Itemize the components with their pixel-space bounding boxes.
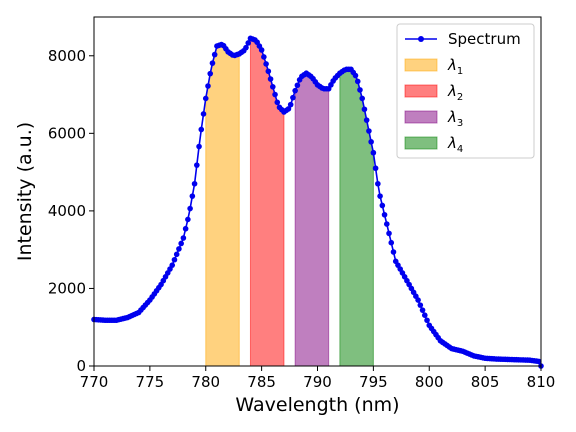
spectrum-point — [285, 106, 292, 112]
spectrum-point — [361, 106, 368, 113]
x-tick-label: 775 — [136, 373, 165, 391]
y-axis-label: Intensity (a.u.) — [14, 122, 36, 261]
spectrum-point — [265, 68, 272, 75]
spectrum-point — [388, 239, 395, 246]
spectrum-point — [370, 149, 377, 156]
spectrum-point — [178, 240, 184, 247]
x-axis: 770 775 780 785 790 795 800 805 810 — [80, 366, 556, 391]
spectrum-point — [243, 44, 249, 51]
spectrum-point — [182, 225, 189, 232]
spectrum-point — [200, 111, 207, 117]
band-4 — [339, 68, 374, 367]
spectrum-point — [272, 91, 278, 98]
spectrum-point — [417, 302, 424, 308]
x-tick-label: 780 — [191, 373, 220, 391]
y-tick-label: 0 — [76, 357, 86, 375]
spectrum-point — [372, 165, 379, 172]
spectrum-point — [368, 139, 374, 145]
spectrum-point — [375, 180, 381, 187]
spectrum-point — [194, 162, 200, 168]
band-2 — [249, 37, 285, 367]
spectrum-point — [258, 47, 265, 53]
spectrum-point — [198, 126, 205, 133]
legend-spectrum-marker — [418, 36, 424, 42]
spectrum-point — [290, 94, 296, 101]
y-tick-label: 4000 — [48, 202, 86, 220]
x-tick-label: 770 — [80, 373, 109, 391]
spectrum-point — [377, 193, 383, 199]
spectrum-point — [415, 297, 421, 303]
spectrum-point — [211, 51, 218, 58]
legend-spectrum-label: Spectrum — [448, 30, 521, 48]
spectrum-point — [287, 101, 294, 108]
spectrum-point — [196, 143, 202, 150]
spectrum-point — [169, 262, 176, 268]
spectrum-point — [419, 307, 426, 313]
y-axis: 0 2000 4000 6000 8000 — [48, 47, 94, 375]
spectrum-point — [354, 78, 361, 85]
legend: Spectrum λ1 λ2 λ3 λ4 — [396, 23, 535, 159]
spectrum-point — [261, 54, 267, 60]
legend-band-swatch — [404, 58, 438, 72]
spectrum-point — [292, 87, 298, 94]
legend-band-swatch — [404, 110, 438, 124]
bands-layer — [205, 37, 374, 367]
spectrum-point — [209, 60, 216, 66]
x-tick-label: 805 — [471, 373, 500, 391]
spectrum-point — [381, 211, 388, 218]
band-3 — [294, 72, 330, 367]
x-axis-label: Wavelength (nm) — [235, 394, 399, 416]
spectrum-point — [386, 230, 392, 237]
x-tick-label: 790 — [303, 373, 332, 391]
spectrum-point — [379, 202, 386, 209]
spectrum-point — [535, 358, 542, 365]
y-tick-label: 8000 — [48, 47, 86, 65]
spectrum-point — [185, 216, 191, 223]
spectrum-point — [205, 83, 211, 89]
band-1 — [205, 43, 240, 367]
spectrum-point — [357, 87, 363, 93]
spectrum-point — [267, 76, 274, 82]
x-tick-label: 785 — [247, 373, 276, 391]
spectrum-point — [191, 180, 198, 187]
spectrum-point — [270, 84, 276, 90]
spectrum-point — [173, 251, 180, 258]
spectrum-point — [207, 70, 214, 77]
x-tick-label: 795 — [359, 373, 388, 391]
spectrum-point — [189, 193, 196, 199]
spectrum-point — [263, 61, 269, 67]
x-tick-label: 800 — [415, 373, 444, 391]
spectrum-point — [390, 249, 397, 255]
spectrum-point — [180, 235, 187, 241]
spectrum-point — [359, 95, 366, 102]
spectrum-point — [363, 117, 370, 123]
y-tick-label: 2000 — [48, 279, 86, 297]
spectrum-point — [383, 221, 390, 227]
x-tick-label: 810 — [527, 373, 556, 391]
spectrum-point — [187, 205, 193, 212]
legend-band-label: λ3 — [447, 108, 463, 129]
spectrum-point — [202, 95, 209, 102]
spectrum-point — [366, 128, 372, 134]
spectrum-point — [421, 312, 428, 319]
legend-band-label: λ4 — [447, 134, 463, 155]
spectrum-point — [352, 72, 359, 79]
spectrum-point — [171, 256, 178, 263]
legend-band-label: λ1 — [447, 56, 463, 77]
spectrum-point — [245, 40, 252, 46]
series-layer — [91, 35, 544, 369]
spectrum-point — [424, 317, 430, 324]
legend-band-swatch — [404, 136, 438, 150]
spectrum-point — [294, 82, 301, 89]
spectrum-point — [274, 99, 281, 106]
legend-band-swatch — [404, 84, 438, 98]
y-tick-label: 6000 — [48, 124, 86, 142]
legend-box — [396, 23, 535, 159]
spectrum-point — [176, 246, 182, 252]
legend-band-label: λ2 — [447, 82, 463, 103]
